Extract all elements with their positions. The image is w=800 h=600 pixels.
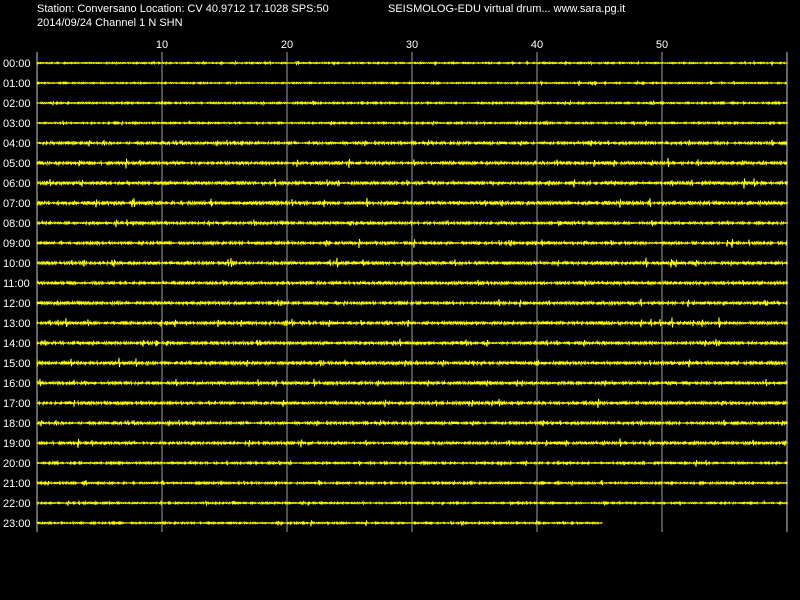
hour-row-label: 15:00	[3, 358, 31, 370]
minute-tick-label: 30	[406, 39, 418, 51]
hour-row-label: 11:00	[3, 278, 30, 290]
app-title-text: SEISMOLOG-EDU virtual drum... www.sara.p…	[388, 3, 626, 15]
trace-2300	[36, 519, 603, 527]
hour-row-label: 09:00	[3, 238, 31, 250]
trace-1200	[36, 298, 788, 308]
trace-0500	[36, 157, 788, 169]
hour-row-label: 22:00	[3, 498, 31, 510]
trace-1800	[36, 419, 788, 427]
minute-tick-label: 40	[531, 39, 543, 51]
trace-1700	[36, 398, 788, 408]
trace-0800	[36, 219, 788, 228]
hour-row-label: 07:00	[3, 198, 31, 210]
minute-tick-label: 10	[156, 39, 168, 51]
trace-0200	[36, 99, 788, 107]
hour-row-label: 10:00	[3, 258, 31, 270]
trace-1000	[36, 257, 788, 268]
trace-1600	[36, 378, 788, 387]
trace-1100	[36, 279, 788, 287]
hour-row-label: 18:00	[3, 418, 31, 430]
hour-row-label: 12:00	[3, 298, 31, 310]
trace-layer	[36, 60, 788, 527]
trace-2200	[36, 499, 788, 507]
hour-row-label: 20:00	[3, 458, 31, 470]
trace-1900	[36, 438, 788, 448]
trace-0600	[36, 178, 788, 189]
trace-0000	[36, 60, 788, 67]
hour-row-label: 19:00	[3, 438, 31, 450]
trace-0300	[36, 120, 788, 127]
station-info-text: Station: Conversano Location: CV 40.9712…	[37, 3, 329, 15]
hour-row-label: 02:00	[3, 98, 31, 110]
hour-row-label: 17:00	[3, 398, 31, 410]
hour-row-label: 13:00	[3, 318, 31, 330]
minute-tick-label: 50	[656, 39, 668, 51]
trace-1500	[36, 357, 788, 368]
hour-row-label: 16:00	[3, 378, 31, 390]
hour-row-label: 01:00	[3, 78, 31, 90]
trace-0900	[36, 238, 788, 248]
label-layer: 10 20 30 40 50 00:00 01:00 02:00 03:00 04:00 05:00…	[3, 39, 668, 530]
trace-1400	[36, 338, 788, 347]
grid-layer	[36, 52, 788, 532]
hour-row-label: 00:00	[3, 58, 31, 70]
hour-row-label: 03:00	[3, 118, 31, 130]
hour-row-label: 23:00	[3, 518, 31, 530]
hour-row-label: 14:00	[3, 338, 31, 350]
hour-row-label: 08:00	[3, 218, 31, 230]
date-channel-text: 2014/09/24 Channel 1 N SHN	[37, 17, 183, 29]
trace-1300	[36, 317, 788, 328]
trace-0100	[36, 79, 788, 87]
trace-0700	[36, 198, 788, 208]
trace-2000	[36, 459, 788, 467]
hour-row-label: 05:00	[3, 158, 31, 170]
trace-2100	[36, 479, 788, 486]
hour-row-label: 06:00	[3, 178, 31, 190]
trace-0400	[36, 139, 788, 147]
hour-row-label: 04:00	[3, 138, 31, 150]
minute-tick-label: 20	[281, 39, 293, 51]
hour-row-label: 21:00	[3, 478, 31, 490]
